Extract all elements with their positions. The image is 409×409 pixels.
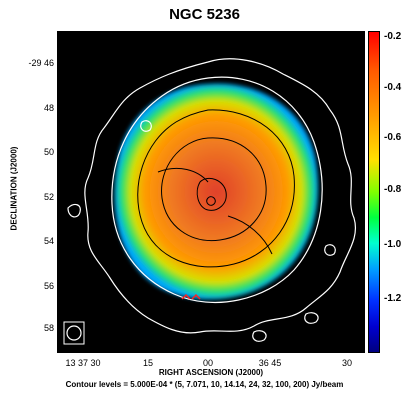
colorbar-label: -0.6: [384, 132, 402, 143]
x-tick-label: 36 45: [258, 358, 282, 368]
x-tick-label: 13 37 30: [65, 358, 101, 368]
y-tick-label: 50: [43, 147, 54, 157]
contour-levels-caption: Contour levels = 5.000E-04 * (5, 7.071, …: [65, 380, 344, 389]
y-tick-label: 54: [43, 236, 54, 246]
x-tick-label: 30: [341, 358, 353, 368]
colorbar-label: -1.2: [384, 293, 402, 304]
y-tick-label: 48: [43, 103, 54, 113]
figure-title: NGC 5236: [169, 6, 240, 23]
colorbar: [368, 31, 380, 353]
y-tick-label: -29 46: [28, 58, 54, 68]
x-tick-label: 00: [202, 358, 214, 368]
colorbar-label: -1.0: [384, 239, 402, 250]
beam-ellipse-icon: [63, 321, 85, 345]
galaxy-image: [63, 58, 356, 345]
red-marker: [181, 293, 201, 300]
y-axis-label: DECLINATION (J2000): [9, 146, 19, 231]
y-tick-label: 56: [43, 281, 54, 291]
inner-contours: [137, 109, 295, 268]
radio-image-panel: [57, 31, 365, 353]
colorbar-label: -0.8: [384, 184, 402, 195]
y-tick-label: 52: [43, 192, 54, 202]
colorbar-label: -0.2: [384, 31, 402, 42]
colorbar-label: -0.4: [384, 82, 402, 93]
y-tick-label: 58: [43, 323, 54, 333]
x-axis-label: RIGHT ASCENSION (J2000): [158, 368, 264, 377]
x-tick-label: 15: [142, 358, 154, 368]
